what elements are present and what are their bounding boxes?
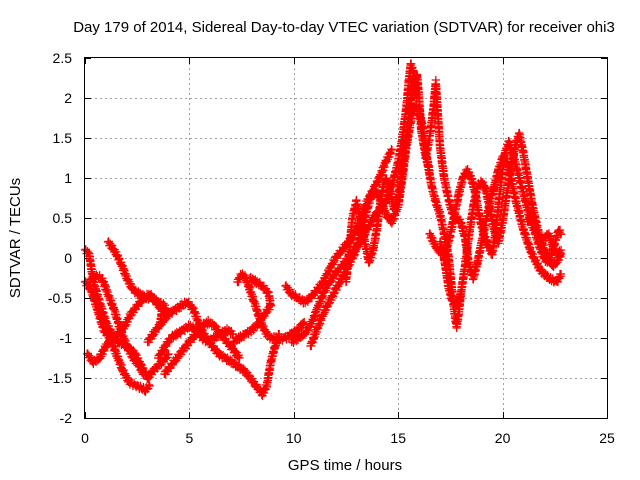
series-track-2 xyxy=(80,277,154,396)
y-tick-label: 0 xyxy=(64,250,72,266)
data-point xyxy=(229,336,239,346)
series-track-7 xyxy=(143,297,284,400)
chart-title: Day 179 of 2014, Sidereal Day-to-day VTE… xyxy=(73,19,615,36)
data-point xyxy=(139,369,148,379)
data-point xyxy=(84,248,93,257)
series-track-5 xyxy=(103,237,173,321)
data-point xyxy=(311,288,320,298)
x-axis-label: GPS time / hours xyxy=(288,457,402,474)
data-point xyxy=(263,287,272,296)
x-tick-label: 25 xyxy=(599,430,615,446)
y-axis-label: SDTVAR / TECUs xyxy=(7,178,24,298)
y-tick-label: -0.5 xyxy=(48,290,72,306)
x-tick-label: 10 xyxy=(286,430,302,446)
y-tick-label: 1 xyxy=(64,170,72,186)
series-track-4 xyxy=(85,270,148,379)
y-tick-label: 1.5 xyxy=(53,130,73,146)
series-track-13 xyxy=(306,102,465,351)
series-track-8 xyxy=(160,315,244,379)
series-track-3 xyxy=(82,289,167,369)
data-point xyxy=(145,381,154,391)
y-tick-labels: -2 -1.5 -1 -0.5 0 0.5 1 1.5 2 2.5 xyxy=(48,50,72,426)
y-tick-label: 0.5 xyxy=(53,210,73,226)
x-tick-label: 15 xyxy=(390,430,406,446)
x-tick-label: 0 xyxy=(81,430,89,446)
x-tick-label: 5 xyxy=(186,430,194,446)
series-track-10 xyxy=(229,272,275,347)
data-point xyxy=(190,332,199,342)
data-point xyxy=(162,353,172,362)
data-point xyxy=(155,361,164,370)
data-point xyxy=(229,337,238,347)
x-tick-label: 20 xyxy=(495,430,511,446)
y-tick-label: -1 xyxy=(60,330,73,346)
data-point xyxy=(300,317,309,327)
data-point xyxy=(229,329,238,339)
x-tick-labels: 0 5 10 15 20 25 xyxy=(81,430,615,446)
data-point xyxy=(387,145,397,155)
y-tick-label: -2 xyxy=(60,410,73,426)
y-tick-label: 2.5 xyxy=(53,50,73,66)
data-point xyxy=(235,353,244,363)
data-points xyxy=(80,59,566,400)
data-point xyxy=(164,349,173,359)
data-point xyxy=(144,380,154,390)
y-tick-label: -1.5 xyxy=(48,370,72,386)
y-tick-label: 2 xyxy=(64,90,72,106)
